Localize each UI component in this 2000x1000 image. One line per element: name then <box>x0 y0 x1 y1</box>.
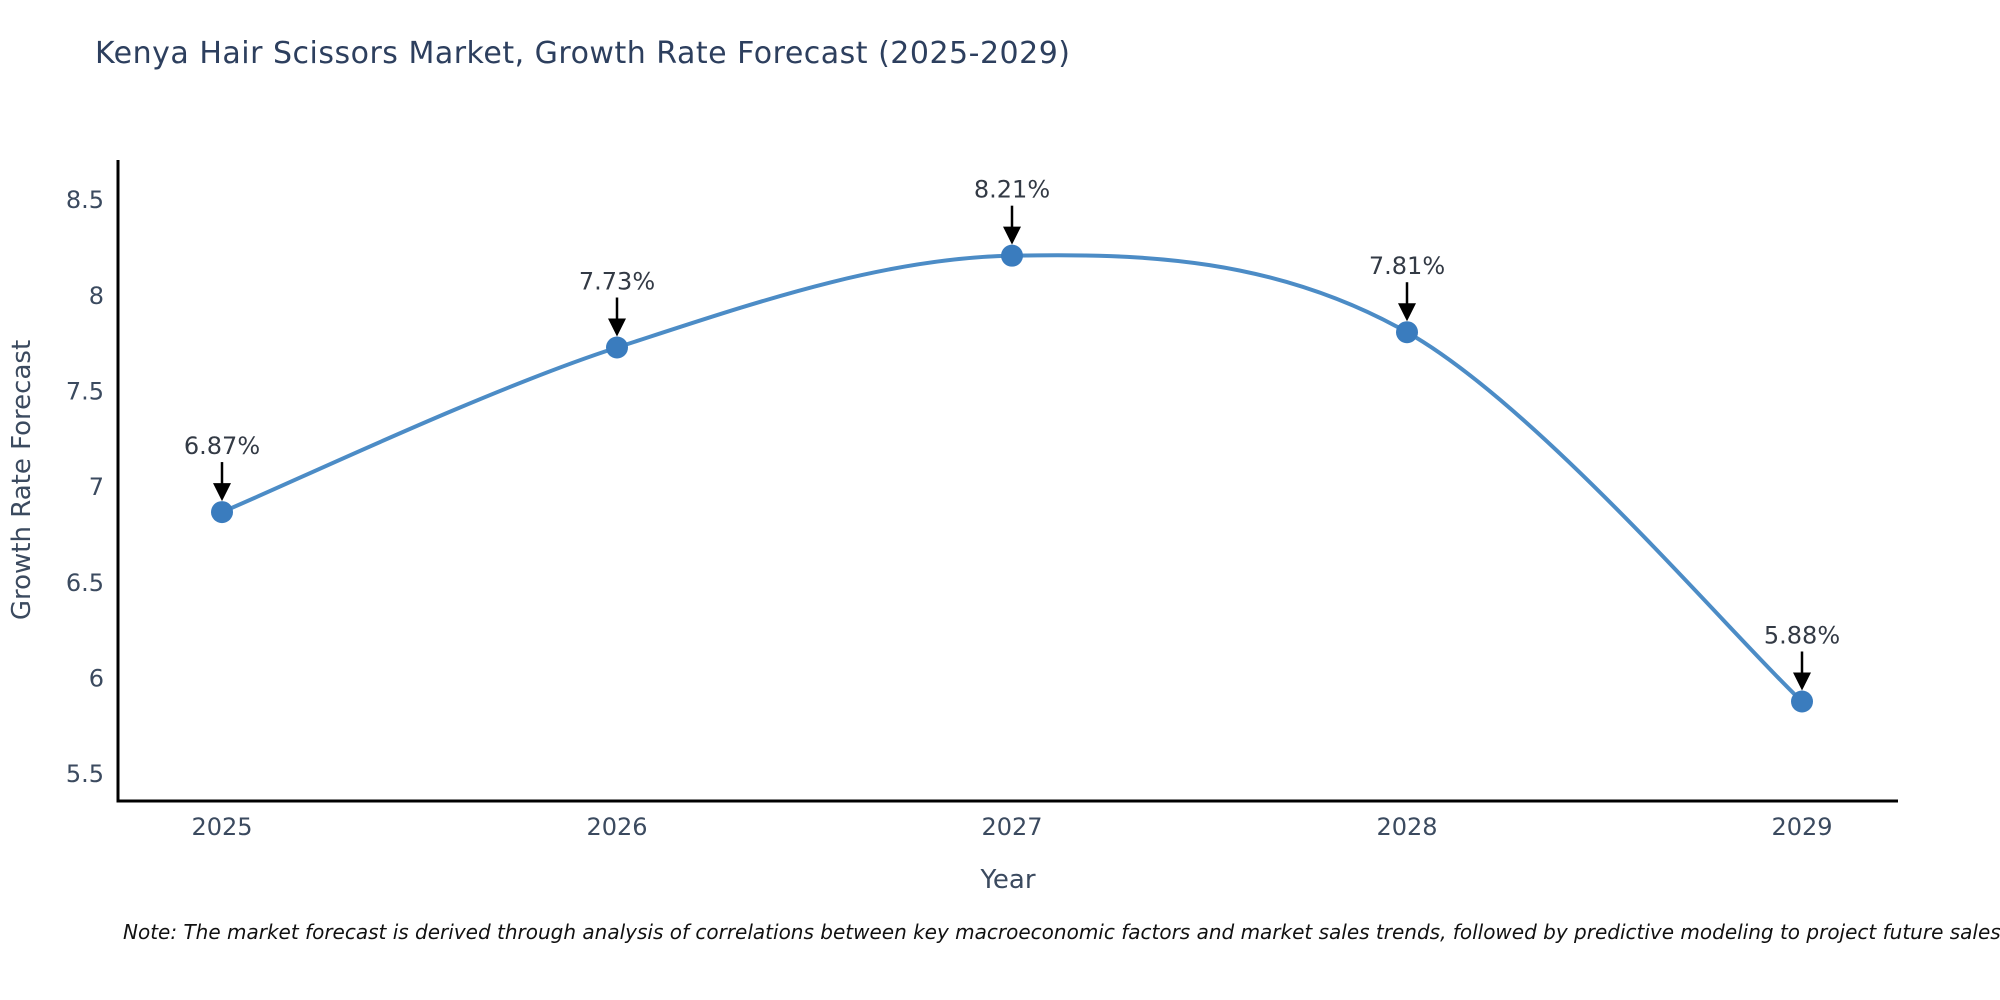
x-tick-label: 2027 <box>981 813 1042 841</box>
x-tick-label: 2025 <box>191 813 252 841</box>
annotation-label: 8.21% <box>974 176 1050 204</box>
annotation-layer: 6.87% 7.73% 8.21% 7.81% 5.88% <box>184 176 1840 691</box>
forecast-line <box>220 253 1804 704</box>
x-axis-title: Year <box>979 865 1035 895</box>
footnote-text: Note: The market forecast is derived thr… <box>123 920 2000 944</box>
y-tick-label: 6 <box>89 665 104 693</box>
annotation-label: 5.88% <box>1764 622 1840 650</box>
data-point-marker <box>1001 244 1023 267</box>
annotation-label: 6.87% <box>184 432 260 460</box>
data-point-marker <box>211 501 233 524</box>
annotation-arrow-head <box>213 483 231 502</box>
x-tick-label: 2029 <box>1771 813 1832 841</box>
y-axis-title: Growth Rate Forecast <box>7 340 37 620</box>
chart-title: Kenya Hair Scissors Market, Growth Rate … <box>95 36 1071 71</box>
annotation-label: 7.73% <box>579 268 655 296</box>
axes-layer: 5.5 6 6.5 7 7.5 8 8.5 2025 2026 2027 2028 2029 <box>66 160 1898 841</box>
y-tick-label: 7.5 <box>66 378 104 406</box>
y-tick-label: 5.5 <box>66 760 104 788</box>
x-tick-label: 2026 <box>586 813 647 841</box>
annotation-arrow-head <box>1003 226 1021 245</box>
annotation-arrow-head <box>1793 672 1811 691</box>
annotation-arrow-head <box>608 318 626 337</box>
data-point-marker <box>606 336 628 359</box>
x-tick-label: 2028 <box>1376 813 1437 841</box>
data-point-marker <box>1396 321 1418 344</box>
series-layer <box>211 244 1813 713</box>
y-tick-label: 8 <box>89 282 104 310</box>
annotation-label: 7.81% <box>1369 252 1445 280</box>
y-tick-label: 8.5 <box>66 186 104 214</box>
data-point-marker <box>1791 690 1813 713</box>
y-tick-label: 6.5 <box>66 569 104 597</box>
y-tick-label: 7 <box>89 473 104 501</box>
annotation-arrow-head <box>1398 303 1416 322</box>
